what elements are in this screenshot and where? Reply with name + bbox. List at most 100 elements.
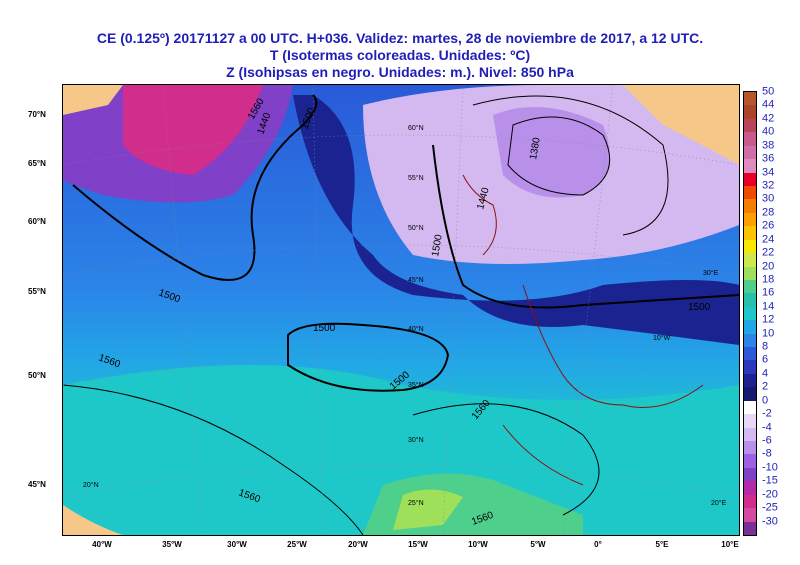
isohypse-1560-south [412, 403, 600, 516]
colorbar-cell [744, 159, 756, 174]
colorbar-label: 16 [762, 286, 775, 299]
colorbar-cell [744, 212, 756, 227]
colorbar-label: 28 [762, 206, 775, 219]
colorbar-cell [744, 145, 756, 160]
isohypse-1440 [472, 95, 669, 236]
colorbar-label: -2 [762, 407, 772, 420]
colorbar-cell [744, 427, 756, 442]
colorbar-label: 38 [762, 139, 775, 152]
lat-label: 50°N [28, 371, 46, 380]
colorbar-cell [744, 467, 756, 482]
colorbar-cell [744, 306, 756, 321]
colorbar-cell [744, 454, 756, 469]
isohypse-1500-west [72, 94, 318, 281]
colorbar-cell [744, 347, 756, 361]
lon-label: 35°W [162, 540, 182, 549]
lon-label: 25°W [287, 540, 307, 549]
inner-label: 35°N [408, 381, 424, 389]
colorbar-label: 4 [762, 367, 769, 380]
title-line-1: CE (0.125º) 20171127 a 00 UTC. H+036. Va… [96, 30, 704, 46]
isohypse-1500-cutoff [287, 322, 450, 392]
inner-label: 55°N [408, 174, 424, 182]
inner-label: 30°N [408, 436, 424, 444]
colorbar-label: -8 [762, 447, 772, 460]
colorbar-cell [744, 373, 756, 388]
isohypse-1560-west [63, 384, 364, 535]
coastline-iberia [522, 284, 704, 408]
lat-label: 60°N [28, 217, 46, 226]
colorbar-label: 40 [762, 125, 775, 138]
temperature-colorbar [743, 91, 757, 536]
lat-label: 70°N [28, 110, 46, 119]
warm-band [63, 365, 739, 535]
colorbar-cell [744, 521, 756, 536]
land-sw [63, 505, 123, 535]
colorbar-cell [744, 239, 756, 254]
colorbar-cell [744, 279, 756, 294]
isohypse-1380 [507, 116, 611, 196]
colorbar-label: -6 [762, 434, 772, 447]
lat-label: 65°N [28, 159, 46, 168]
title-line-3: Z (Isohipsas en negro. Unidades: m.). Ni… [226, 64, 574, 80]
lon-label: 20°W [348, 540, 368, 549]
colorbar-label: -4 [762, 421, 772, 434]
isohypse-label: 1380 [528, 136, 543, 160]
isohypse-label: 1500 [688, 302, 711, 313]
colorbar-cell [744, 92, 756, 106]
graticule-line [162, 85, 204, 535]
colorbar-cell [744, 105, 756, 120]
colorbar-cell [744, 172, 756, 187]
colorbar-label: 18 [762, 273, 775, 286]
colorbar-label: -25 [762, 501, 778, 514]
colorbar-label: 2 [762, 380, 769, 393]
lon-label: 40°W [92, 540, 112, 549]
lon-label: 10°E [721, 540, 739, 549]
colorbar-label: 36 [762, 152, 775, 165]
lon-label: 0° [594, 540, 602, 549]
isohypse-label: 1500 [313, 323, 336, 334]
colorbar-label: -15 [762, 474, 778, 487]
colorbar-label: 30 [762, 192, 775, 205]
colorbar-label: 26 [762, 219, 775, 232]
colorbar-cell [744, 253, 756, 267]
coastline-africa [502, 424, 584, 486]
colorbar-label: -20 [762, 488, 778, 501]
colorbar-cell [744, 333, 756, 348]
colorbar-label: 44 [762, 98, 775, 111]
inner-label: 50°N [408, 224, 424, 232]
lon-label: 15°W [408, 540, 428, 549]
isohypse-label: 1500 [430, 233, 445, 257]
colorbar-cell [744, 400, 756, 415]
map-canvas: 60°N 55°N 50°N 45°N 40°N 35°N 30°N 25°N … [63, 85, 739, 535]
colorbar-cell [744, 508, 756, 523]
lon-label: 5°W [530, 540, 546, 549]
colorbar-label: 42 [762, 112, 775, 125]
inner-label: 10°W [653, 334, 671, 342]
lon-label: 5°E [655, 540, 669, 549]
colorbar-label: 32 [762, 179, 775, 192]
lon-label: 10°W [468, 540, 488, 549]
colorbar-cell [744, 132, 756, 147]
inner-label: 20°E [711, 499, 727, 507]
inner-label: 40°N [408, 325, 424, 333]
colorbar-cell [744, 185, 756, 200]
lat-label: 55°N [28, 287, 46, 296]
hot-area [393, 489, 463, 530]
colorbar-cell [744, 481, 756, 496]
greenland-very-cold [123, 85, 263, 175]
colorbar-cell [744, 414, 756, 429]
colorbar-cell [744, 494, 756, 509]
coastline-britain [462, 174, 497, 256]
colorbar-label: 6 [762, 353, 769, 366]
land-iceland [63, 85, 123, 115]
colorbar-label: -10 [762, 461, 778, 474]
colorbar-cell [744, 360, 756, 375]
title-line-2: T (Isotermas coloreadas. Unidades: ºC) [269, 47, 531, 63]
colorbar-label: 8 [762, 340, 769, 353]
colorbar-cell [744, 118, 756, 133]
inner-label: 25°N [408, 499, 424, 507]
colorbar-label: 24 [762, 233, 775, 246]
colorbar-cell [744, 226, 756, 241]
colorbar-cell [744, 199, 756, 214]
low-core [493, 107, 610, 198]
